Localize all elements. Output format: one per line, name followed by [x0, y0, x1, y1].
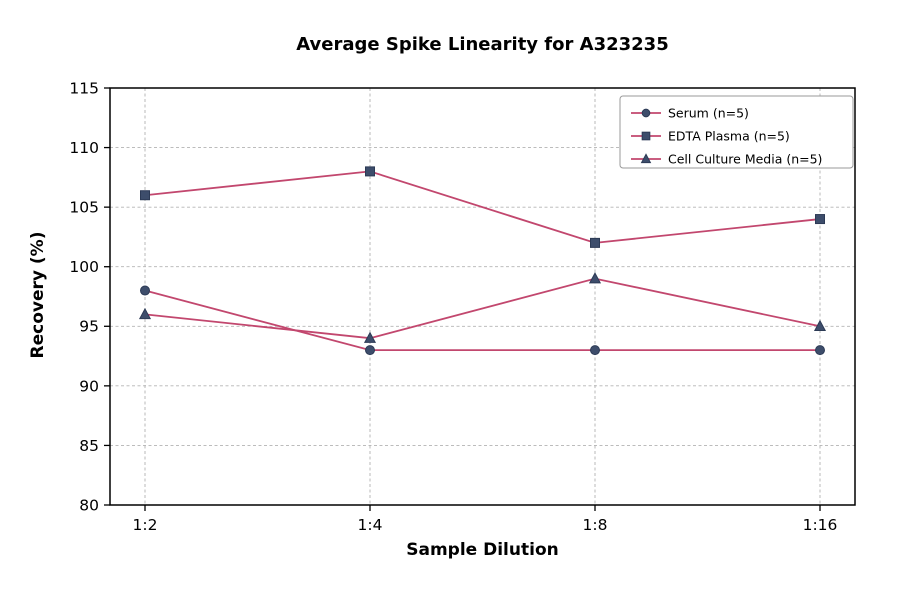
x-tick-label: 1:8 [583, 516, 608, 534]
series-line [144, 277, 821, 340]
legend-item: Cell Culture Media (n=5) [631, 151, 822, 166]
y-tick-label: 85 [79, 437, 99, 455]
square-marker-icon [815, 214, 825, 225]
y-tick-label: 110 [69, 139, 99, 157]
x-tick-label: 1:16 [803, 516, 838, 534]
y-tick-label: 100 [69, 258, 99, 276]
triangle-marker-icon [813, 319, 827, 331]
y-tick-label: 115 [69, 79, 99, 97]
legend-item: Serum (n=5) [631, 105, 749, 120]
legend-label: EDTA Plasma (n=5) [668, 128, 790, 143]
circle-marker-icon [641, 108, 651, 118]
square-marker-icon [365, 166, 375, 177]
series-0 [140, 285, 825, 356]
axis-frame [109, 87, 856, 506]
y-tick-label: 80 [79, 496, 99, 514]
x-axis-label: Sample Dilution [406, 540, 559, 560]
triangle-marker-icon [138, 307, 152, 320]
circle-marker-icon [815, 345, 825, 356]
legend-label: Serum (n=5) [668, 105, 749, 120]
series-1 [140, 166, 825, 248]
square-marker-icon [140, 190, 150, 201]
square-marker-icon [641, 131, 651, 141]
chart-title: Average Spike Linearity for A323235 [296, 34, 669, 55]
legend-box [619, 95, 854, 169]
legend: Serum (n=5) EDTA Plasma (n=5) Cell Culture… [619, 95, 854, 169]
series-2 [138, 272, 827, 343]
legend-label: Cell Culture Media (n=5) [668, 151, 822, 166]
triangle-marker-icon [588, 272, 602, 284]
triangle-marker-icon [640, 153, 652, 164]
axis-ticks: 80 85 90 95 100 105 110 115 1:2 1:4 1:8 1:16 [69, 79, 837, 534]
circle-marker-icon [140, 285, 150, 296]
circle-marker-icon [365, 345, 375, 356]
x-tick-label: 1:4 [358, 516, 383, 534]
legend-item: EDTA Plasma (n=5) [631, 128, 790, 143]
series-line [144, 289, 820, 352]
circle-marker-icon [590, 345, 600, 356]
triangle-marker-icon [363, 331, 377, 343]
x-tick-label: 1:2 [133, 516, 158, 534]
y-tick-label: 90 [79, 377, 99, 395]
y-tick-label: 95 [79, 318, 99, 336]
y-tick-label: 105 [69, 199, 99, 217]
grid-lines [110, 87, 855, 506]
square-marker-icon [590, 237, 600, 248]
series-line [144, 170, 821, 244]
